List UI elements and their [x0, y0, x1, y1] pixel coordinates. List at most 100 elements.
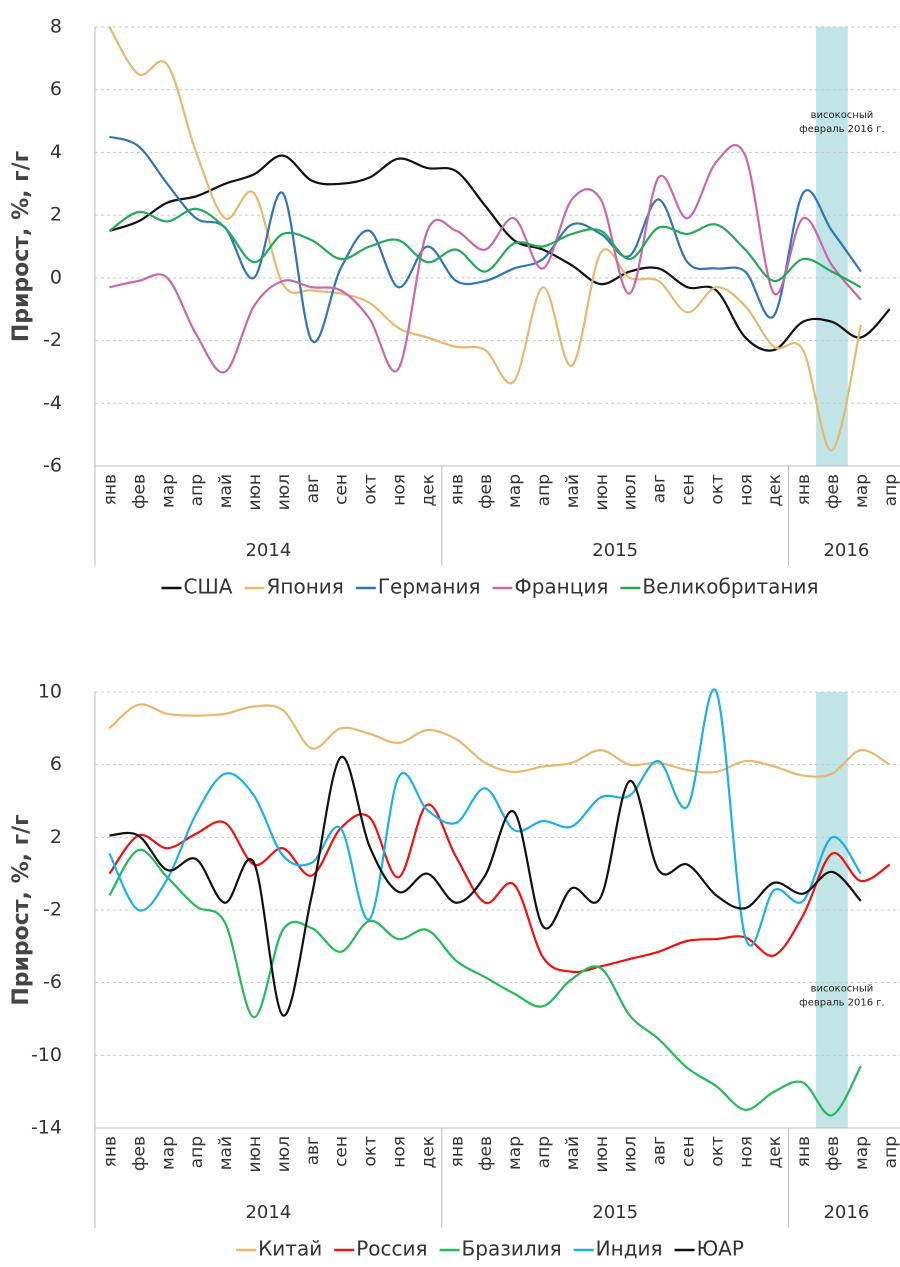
y-tick-label: 10	[38, 681, 62, 703]
annotation: високосный	[811, 110, 874, 121]
x-tick-label: мар	[505, 1136, 525, 1170]
series-line	[109, 144, 862, 374]
annotation: февраль 2016 г.	[799, 124, 885, 135]
x-tick-label: сен	[332, 1136, 352, 1167]
legend-label: США	[183, 575, 232, 599]
series-line	[108, 703, 891, 778]
x-tick-label: июн	[592, 474, 612, 510]
x-tick-label: апр	[534, 1136, 554, 1168]
series-line	[108, 26, 862, 452]
x-tick-label: май	[216, 474, 236, 508]
legend-label: Китай	[258, 1237, 322, 1261]
year-label: 2015	[592, 1202, 638, 1223]
x-tick-label: апр	[187, 474, 207, 506]
x-tick-label: фев	[476, 474, 496, 509]
x-tick-label: июн	[592, 1136, 612, 1172]
x-tick-label: июл	[274, 1136, 294, 1172]
year-label: 2014	[245, 540, 291, 561]
x-tick-label: янв	[794, 474, 814, 505]
x-tick-label: фев	[129, 474, 149, 509]
x-tick-label: дек	[418, 1136, 438, 1168]
year-label: 2014	[245, 1202, 291, 1223]
x-tick-label: апр	[187, 1136, 207, 1168]
x-tick-label: ноя	[389, 1136, 409, 1168]
x-tick-label: окт	[361, 474, 381, 505]
x-tick-label: окт	[707, 1136, 727, 1167]
y-tick-label: 0	[50, 266, 62, 288]
series-line	[109, 756, 862, 1017]
y-tick-label: -6	[43, 971, 62, 993]
x-tick-label: дек	[765, 474, 785, 506]
x-tick-label: дек	[765, 1136, 785, 1168]
x-tick-label: июн	[245, 474, 265, 510]
legend-label: Франция	[514, 575, 608, 599]
legend-label: ЮАР	[697, 1237, 744, 1261]
x-tick-label: авг	[303, 1136, 323, 1165]
x-tick-label: янв	[794, 1136, 814, 1167]
series-line	[109, 135, 862, 344]
x-tick-label: дек	[418, 474, 438, 506]
legend-label: Бразилия	[462, 1237, 562, 1261]
legend: Китай Россия Бразилия Индия ЮАР	[236, 1237, 744, 1261]
y-tick-label: -14	[31, 1117, 62, 1139]
series-line	[108, 848, 862, 1117]
y-tick-label: -6	[43, 455, 62, 477]
y-tick-label: -2	[43, 329, 62, 351]
x-tick-label: авг	[650, 474, 670, 503]
series-line	[108, 207, 862, 289]
x-tick-label: фев	[476, 1136, 496, 1171]
x-tick-label: мар	[158, 474, 178, 508]
x-tick-label: июн	[245, 1136, 265, 1172]
legend-label: Индия	[596, 1237, 663, 1261]
highlight-band	[816, 692, 848, 1128]
legend-label: Россия	[356, 1237, 427, 1261]
x-tick-label: мар	[852, 1136, 872, 1170]
legend-label: Великобритания	[642, 575, 818, 599]
x-tick-label: ноя	[736, 474, 756, 506]
x-tick-label: сен	[678, 474, 698, 505]
x-tick-label: июл	[274, 474, 294, 510]
x-tick-label: апр	[534, 474, 554, 506]
x-tick-label: мар	[158, 1136, 178, 1170]
x-tick-label: ноя	[389, 474, 409, 506]
y-tick-label: 6	[50, 78, 62, 100]
legend-label: Германия	[378, 575, 481, 599]
x-tick-label: янв	[100, 1136, 120, 1167]
x-tick-label: фев	[129, 1136, 149, 1171]
legend-label: Япония	[267, 575, 344, 599]
x-tick-label: май	[563, 474, 583, 508]
y-tick-label: -2	[43, 899, 62, 921]
x-tick-label: май	[563, 1136, 583, 1170]
series-line	[109, 154, 891, 352]
x-tick-label: янв	[447, 474, 467, 505]
x-tick-label: янв	[100, 474, 120, 505]
x-tick-label: июл	[621, 1136, 641, 1172]
x-tick-label: апр	[881, 1136, 900, 1168]
x-tick-label: авг	[650, 1136, 670, 1165]
legend: США Япония Германия Франция Великобритания	[161, 575, 819, 599]
year-label: 2016	[823, 1202, 869, 1223]
series-line	[108, 688, 862, 947]
annotation: февраль 2016 г.	[799, 997, 885, 1008]
x-tick-label: мар	[852, 474, 872, 508]
y-tick-label: 4	[50, 141, 62, 163]
x-tick-label: окт	[361, 1136, 381, 1167]
x-tick-label: окт	[707, 474, 727, 505]
series-line	[108, 803, 891, 974]
x-tick-label: авг	[303, 474, 323, 503]
y-axis-title: Прирост, %, г/г	[9, 151, 34, 342]
y-tick-label: 6	[50, 753, 62, 775]
x-tick-label: сен	[678, 1136, 698, 1167]
y-tick-label: -4	[43, 392, 62, 414]
x-tick-label: ноя	[736, 1136, 756, 1168]
y-axis-title: Прирост, %, г/г	[9, 814, 34, 1005]
y-tick-label: 2	[50, 826, 62, 848]
x-tick-label: июл	[621, 474, 641, 510]
year-label: 2016	[823, 540, 869, 561]
y-tick-label: 2	[50, 204, 62, 226]
y-tick-label: -10	[31, 1044, 62, 1066]
x-tick-label: май	[216, 1136, 236, 1170]
x-tick-label: янв	[447, 1136, 467, 1167]
x-tick-label: мар	[505, 474, 525, 508]
